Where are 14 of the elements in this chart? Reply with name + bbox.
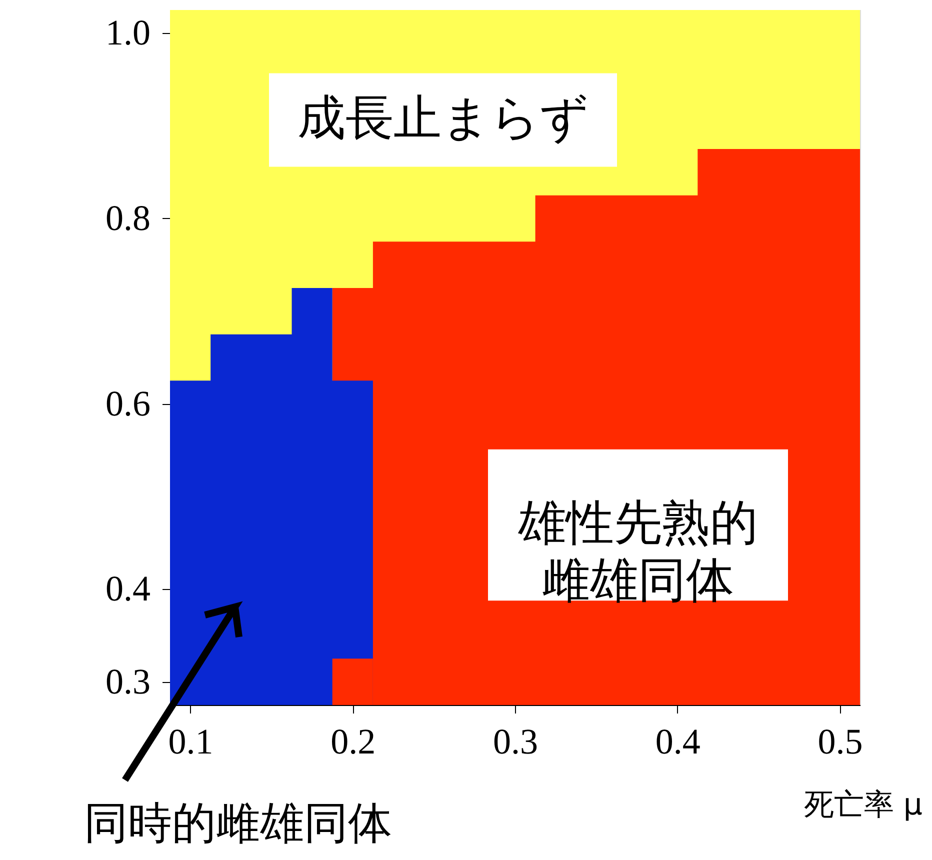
y-tick-label: 0.4 — [106, 568, 150, 609]
y-tick-label: 0.3 — [106, 661, 150, 702]
annotation: 成長止まらず — [298, 90, 588, 146]
y-tick-label: 0.6 — [106, 383, 150, 424]
y-tick-label: 0.8 — [106, 198, 150, 238]
x-axis-title: 死亡率 μ — [804, 788, 922, 822]
x-tick-label: 0.5 — [818, 722, 863, 762]
y-tick-label: 1.0 — [106, 12, 150, 53]
x-tick-label: 0.4 — [655, 722, 700, 762]
x-tick-label: 0.2 — [330, 722, 376, 762]
x-tick-label: 0.3 — [493, 722, 538, 762]
text: 同時的雌雄同体 — [84, 798, 392, 849]
annotation: 雄性先熟的雌雄同体 — [517, 495, 758, 609]
x-tick-label: 0.1 — [168, 722, 214, 762]
